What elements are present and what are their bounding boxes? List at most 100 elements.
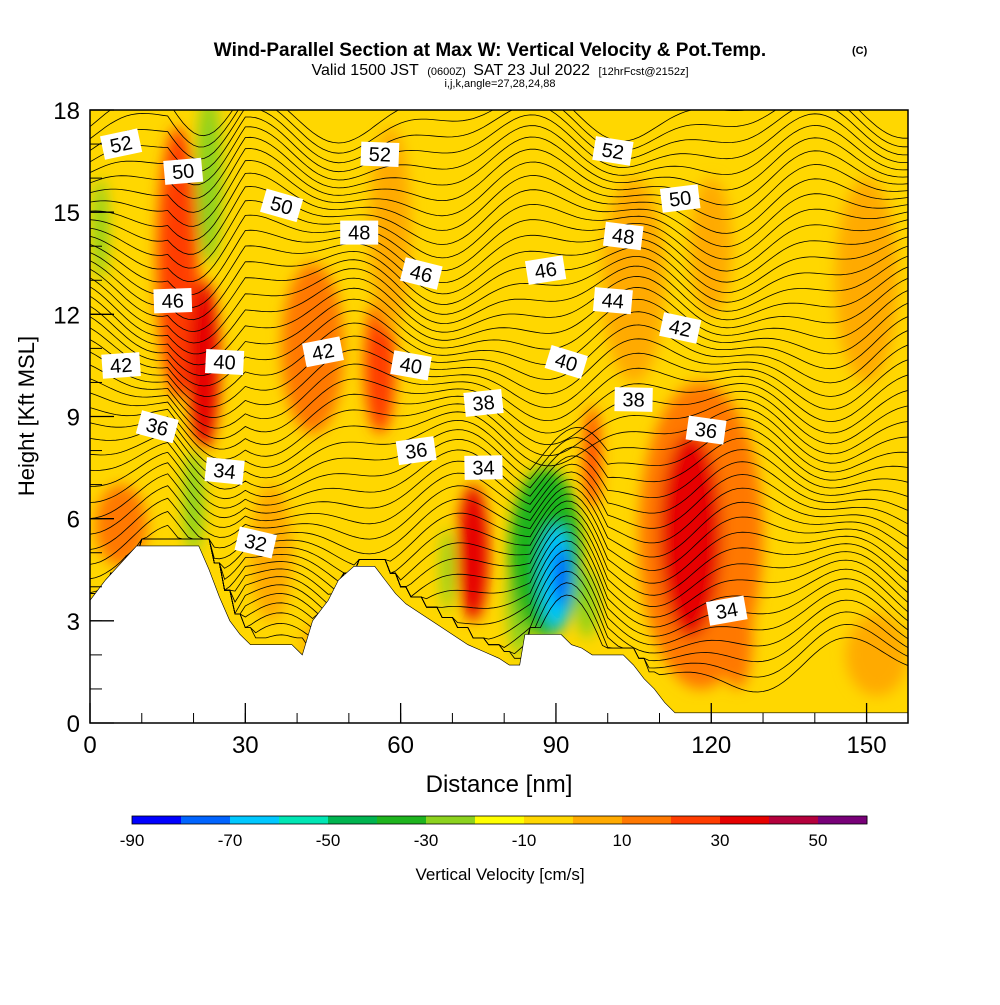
contour-label: 34: [706, 595, 748, 626]
theta-contour-line: [90, 110, 908, 144]
colorbar-tick-label: -50: [316, 831, 341, 850]
theta-contour-line: [90, 500, 908, 584]
contour-label: 48: [602, 221, 644, 251]
contour-label-box: [659, 312, 702, 344]
theta-contour-line: [90, 214, 908, 283]
contour-label-text: 34: [212, 460, 236, 484]
contour-label-box: [463, 388, 504, 417]
y-tick-label: 15: [53, 200, 80, 227]
theta-contour-line: [90, 310, 908, 387]
colorbar-bin: [181, 816, 231, 824]
vv-cell-9: [457, 484, 489, 621]
contour-label-box: [464, 455, 503, 480]
vv-cell-16: [584, 406, 600, 509]
theta-contour-line: [90, 493, 908, 571]
contour-label-text: 46: [533, 258, 558, 283]
contour-label-box: [399, 257, 443, 290]
contour-label-text: 50: [668, 187, 693, 212]
contour-label: 42: [659, 312, 702, 344]
contour-label: 36: [395, 436, 437, 466]
contour-label-text: 40: [398, 354, 424, 380]
theta-contour-line: [90, 265, 908, 344]
contour-label-box: [602, 221, 644, 251]
contour-label: 52: [592, 136, 634, 166]
colorbar-bin: [132, 816, 182, 824]
theta-contour-line: [90, 349, 908, 419]
contour-label-text: 42: [667, 316, 693, 342]
contour-label-text: 32: [242, 530, 269, 556]
theta-contour-line: [90, 507, 908, 596]
contour-label: 40: [204, 349, 245, 375]
contour-label-text: 40: [213, 351, 236, 374]
colorbar-bin: [818, 816, 868, 824]
contour-label: 36: [135, 410, 179, 444]
contour-label-text: 50: [171, 160, 195, 184]
contour-label-text: 42: [310, 340, 336, 366]
contour-label-box: [706, 595, 748, 626]
contour-label: 34: [204, 457, 245, 485]
colorbar-bin: [573, 816, 623, 824]
theta-contour-line: [90, 148, 908, 213]
vv-cell-22: [835, 178, 898, 383]
contour-label: 34: [464, 455, 503, 480]
copyright-mark: (C): [852, 45, 868, 57]
colorbar-bin: [622, 816, 672, 824]
contour-label: 46: [153, 288, 193, 314]
theta-contour-line: [90, 255, 908, 333]
theta-contour-line: [90, 236, 908, 308]
contour-label-box: [302, 336, 344, 368]
contour-label: 50: [163, 157, 204, 185]
contour-label: 32: [234, 526, 277, 559]
contour-label: 40: [390, 350, 432, 381]
colorbar-bin: [671, 816, 721, 824]
contour-label-box: [163, 157, 204, 185]
theta-contour-line: [90, 124, 908, 186]
contour-label-text: 34: [472, 457, 495, 479]
contour-label-text: 52: [368, 144, 391, 167]
y-tick-label: 0: [67, 711, 80, 738]
theta-contour-line: [90, 200, 908, 269]
colorbar-tick-label: -70: [218, 831, 243, 850]
theta-contour-line: [90, 136, 908, 199]
contour-label-box: [544, 344, 588, 380]
contour-label-box: [204, 349, 245, 375]
theta-contour-line: [90, 471, 908, 529]
y-tick-label: 6: [67, 507, 80, 534]
plot-area: [90, 110, 908, 723]
x-tick-label: 0: [83, 732, 96, 759]
vv-cell-15: [576, 569, 598, 638]
chart-subtitle: Valid 1500 JST (0600Z) SAT 23 Jul 2022 […: [311, 62, 688, 79]
colorbar-frame: [131, 815, 868, 825]
theta-contour-line: [90, 335, 908, 408]
contour-label-box: [592, 136, 634, 166]
contour-label-box: [135, 410, 179, 444]
theta-contour-line: [90, 322, 908, 397]
colorbar: -90 -70 -50 -30 -10 10 30 50: [120, 815, 868, 850]
y-tick-label: 18: [53, 98, 80, 125]
theta-contour-line: [90, 460, 908, 519]
x-axis-label: Distance [nm]: [426, 771, 573, 798]
colorbar-bin: [475, 816, 525, 824]
contour-label-text: 36: [693, 419, 718, 444]
contour-label-box: [524, 255, 567, 285]
y-tick-label: 9: [67, 405, 80, 432]
colorbar-bin: [377, 816, 427, 824]
vv-cell-20: [602, 178, 665, 383]
terrain-mask: [90, 545, 908, 723]
colorbar-tick-label: -10: [512, 831, 537, 850]
contour-label: 36: [685, 415, 727, 445]
contour-label-text: 48: [611, 225, 636, 250]
contour-label-text: 46: [161, 290, 184, 313]
y-axis-label: Height [Kft MSL]: [14, 336, 39, 496]
colorbar-tick-label: 50: [809, 831, 828, 850]
colorbar-bin: [279, 816, 329, 824]
contour-label: 46: [524, 255, 567, 285]
x-tick-label: 60: [387, 732, 414, 759]
contour-label-box: [153, 288, 193, 314]
x-tick-label: 150: [847, 732, 887, 759]
theta-contour-line: [90, 160, 908, 227]
y-tick-label: 3: [67, 609, 80, 636]
contour-label-box: [390, 350, 432, 381]
